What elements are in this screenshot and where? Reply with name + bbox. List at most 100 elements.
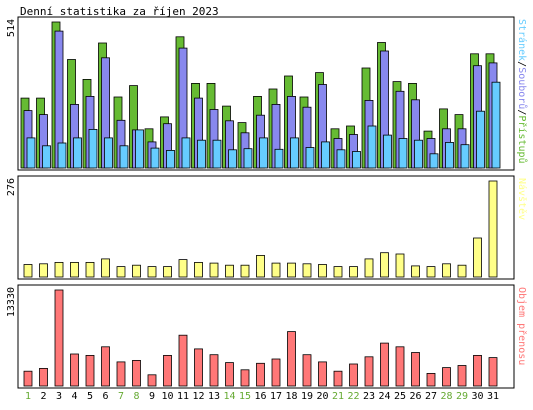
day-label-10: 10 xyxy=(161,391,173,402)
legend-top: Stránek/Souborů/Přístupů xyxy=(516,19,528,164)
bar-navstev-20 xyxy=(318,264,327,278)
day-label-14: 14 xyxy=(223,391,235,402)
day-label-11: 11 xyxy=(177,391,189,402)
panel-frame-bot xyxy=(17,284,515,389)
bar-prenosu-25 xyxy=(395,346,405,387)
bar-prenosu-15 xyxy=(240,369,250,387)
series-stranek xyxy=(26,81,501,169)
bar-navstev-27 xyxy=(426,266,436,278)
panel-mid: 276 Návštěv xyxy=(6,175,528,280)
bar-navstev-11 xyxy=(178,259,188,278)
day-label-18: 18 xyxy=(285,391,297,402)
bar-prenosu-27 xyxy=(426,372,436,387)
bar-stranek-19 xyxy=(305,147,315,169)
day-label-1: 1 xyxy=(25,391,31,402)
bar-stranek-12 xyxy=(197,139,206,169)
day-labels: 1 2 3 4 5 6 7 8 9 10 11 12 13 14 15 16 17 18 19 20 21 22 23 24 2… xyxy=(25,391,499,402)
day-label-25: 25 xyxy=(394,391,406,402)
bar-prenosu-17 xyxy=(271,358,281,387)
day-label-30: 30 xyxy=(471,391,483,402)
bar-prenosu-9 xyxy=(147,374,157,387)
bar-navstev-7 xyxy=(116,266,126,278)
bar-prenosu-28 xyxy=(442,367,451,387)
bar-stranek-17 xyxy=(274,148,284,169)
bar-stranek-3 xyxy=(57,142,67,169)
series-navstev xyxy=(23,180,498,278)
bar-navstev-6 xyxy=(101,258,110,278)
bar-prenosu-3 xyxy=(54,289,64,387)
day-label-26: 26 xyxy=(409,391,421,402)
bar-stranek-30 xyxy=(476,110,485,169)
bar-navstev-10 xyxy=(163,266,172,278)
day-label-7: 7 xyxy=(118,391,124,402)
bar-navstev-23 xyxy=(364,258,374,278)
bar-navstev-8 xyxy=(132,264,141,278)
day-label-21: 21 xyxy=(332,391,344,402)
bar-navstev-25 xyxy=(395,253,405,278)
bar-stranek-20 xyxy=(321,141,330,169)
bar-stranek-26 xyxy=(414,139,423,169)
bar-prenosu-5 xyxy=(85,354,95,387)
day-label-17: 17 xyxy=(270,391,282,402)
bar-stranek-31 xyxy=(491,81,501,169)
bar-prenosu-8 xyxy=(132,359,141,387)
bar-navstev-29 xyxy=(457,264,467,278)
ymax-label-bot: 13330 xyxy=(6,287,17,317)
bar-stranek-29 xyxy=(460,144,470,169)
legend-entry-sep1: / xyxy=(516,61,527,67)
bar-navstev-21 xyxy=(333,266,343,278)
bar-stranek-21 xyxy=(336,149,346,169)
legend-entry-stranek: Stránek xyxy=(516,19,528,61)
day-label-23: 23 xyxy=(363,391,375,402)
panel-top: 514 Stránek/Souborů/Přístupů xyxy=(6,16,528,171)
bar-stranek-7 xyxy=(119,145,129,169)
bar-stranek-10 xyxy=(166,149,175,169)
bar-prenosu-18 xyxy=(287,331,296,387)
bar-stranek-15 xyxy=(243,148,253,169)
bar-stranek-13 xyxy=(212,139,222,169)
bar-prenosu-20 xyxy=(318,361,327,387)
legend-entry-pristupu: Přístupů xyxy=(516,115,528,163)
day-label-31: 31 xyxy=(487,391,499,402)
day-label-6: 6 xyxy=(102,391,108,402)
day-label-27: 27 xyxy=(425,391,437,402)
bar-navstev-18 xyxy=(287,262,296,278)
day-label-20: 20 xyxy=(316,391,328,402)
panel-bot: 13330 Objem přenosu xyxy=(6,284,528,389)
bar-prenosu-14 xyxy=(225,362,234,387)
bar-stranek-11 xyxy=(181,137,191,169)
bar-navstev-15 xyxy=(240,264,250,278)
bar-navstev-1 xyxy=(23,264,33,278)
bar-prenosu-30 xyxy=(473,354,482,387)
bar-prenosu-23 xyxy=(364,356,374,387)
bar-navstev-26 xyxy=(411,265,420,278)
bar-navstev-28 xyxy=(442,263,451,278)
bar-stranek-22 xyxy=(352,151,361,169)
day-label-8: 8 xyxy=(133,391,139,402)
bar-stranek-6 xyxy=(104,137,113,169)
day-label-13: 13 xyxy=(208,391,220,402)
panel-frame-mid xyxy=(17,175,515,280)
bar-prenosu-2 xyxy=(39,367,48,387)
bar-prenosu-16 xyxy=(256,362,265,387)
bar-stranek-5 xyxy=(88,128,98,169)
day-label-9: 9 xyxy=(149,391,155,402)
bar-navstev-16 xyxy=(256,254,265,278)
bar-navstev-4 xyxy=(70,261,79,278)
bar-navstev-5 xyxy=(85,261,95,278)
day-label-5: 5 xyxy=(87,391,93,402)
bar-prenosu-10 xyxy=(163,354,172,387)
day-label-15: 15 xyxy=(239,391,251,402)
legend-mid: Návštěv xyxy=(516,178,528,220)
bar-prenosu-19 xyxy=(302,354,312,387)
bar-stranek-9 xyxy=(150,147,160,169)
bar-prenosu-31 xyxy=(488,357,498,387)
day-label-22: 22 xyxy=(347,391,359,402)
bar-prenosu-22 xyxy=(349,363,358,387)
bar-stranek-14 xyxy=(228,149,237,169)
bar-navstev-13 xyxy=(209,262,219,278)
bar-navstev-19 xyxy=(302,263,312,278)
bar-stranek-18 xyxy=(290,137,299,169)
